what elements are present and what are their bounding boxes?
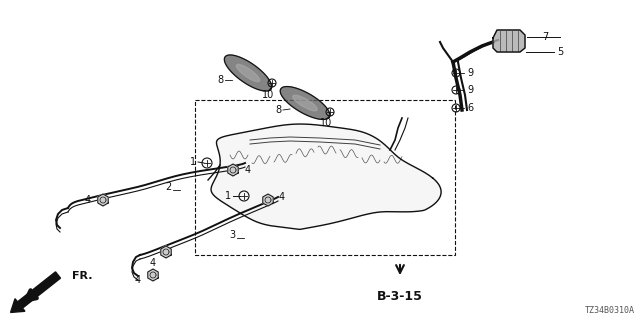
Polygon shape [148,269,158,281]
Text: 4: 4 [150,258,156,268]
Polygon shape [225,55,271,91]
Polygon shape [98,194,108,206]
Text: 2: 2 [165,182,171,192]
Text: 10: 10 [320,118,332,128]
Text: 10: 10 [262,90,274,100]
Text: 4: 4 [135,275,141,285]
Polygon shape [161,246,171,258]
Polygon shape [280,86,330,119]
Bar [195,100,455,255]
Polygon shape [263,194,273,206]
Text: 4: 4 [279,192,285,202]
Polygon shape [228,164,238,176]
Text: FR.: FR. [72,271,93,281]
Polygon shape [292,95,317,111]
Text: B-3-15: B-3-15 [377,290,423,303]
Text: 1: 1 [190,157,196,167]
Text: 7: 7 [542,32,548,42]
Polygon shape [236,64,260,82]
Polygon shape [493,30,525,52]
Text: TZ34B0310A: TZ34B0310A [585,306,635,315]
Text: 4: 4 [85,195,91,205]
Text: 9: 9 [467,68,473,78]
Text: 4: 4 [245,165,251,175]
Text: 5: 5 [557,47,563,57]
Text: 9: 9 [467,85,473,95]
Text: 8: 8 [217,75,223,85]
FancyArrow shape [11,272,60,312]
Polygon shape [211,124,441,229]
Text: 1: 1 [225,191,231,201]
Text: 3: 3 [229,230,235,240]
Text: 8: 8 [275,105,281,115]
Text: 6: 6 [467,103,473,113]
